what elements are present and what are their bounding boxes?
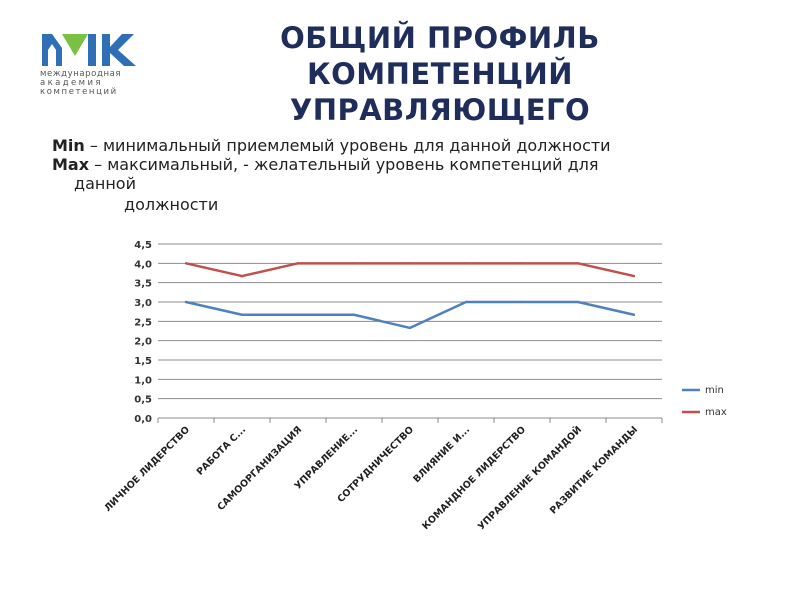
y-tick-label: 2,0 <box>134 337 152 348</box>
data-point-max <box>520 262 524 265</box>
data-point-min <box>632 313 636 316</box>
y-tick-label: 0,5 <box>134 395 152 406</box>
line-chart: 0,0 0,5 1,0 1,5 2,0 2,5 3,0 3,5 4,0 4,5 ЛИЧНОЕ ЛИД… <box>102 240 727 533</box>
x-tick-label: ВЛИЯНИЕ И... <box>411 424 472 485</box>
logo-mark-icon <box>42 34 136 66</box>
data-point-max <box>240 274 244 278</box>
data-point-min <box>520 300 524 304</box>
max-definition: Max – максимальный, - желательный уровен… <box>52 155 752 214</box>
max-text-cont1: данной <box>74 174 136 193</box>
series-line-min <box>185 300 635 330</box>
data-point-max <box>352 262 356 265</box>
data-point-min <box>352 313 356 316</box>
data-point-max <box>632 274 636 278</box>
max-text: – максимальный, - желательный уровень ко… <box>89 155 599 174</box>
x-tick-label: РАБОТА С... <box>195 424 248 477</box>
min-term: Min <box>52 136 85 155</box>
x-tick-label: КОМАНДНОЕ ЛИДЕРСТВО <box>420 424 528 532</box>
y-tick-label: 3,0 <box>134 298 152 309</box>
min-text: – минимальный приемлемый уровень для дан… <box>84 136 611 155</box>
x-tick-label: УПРАВЛЕНИЕ КОМАНДОЙ <box>475 424 584 533</box>
data-point-max <box>576 262 580 265</box>
logo: международная академия компетенций <box>40 32 150 104</box>
y-tick-label: 0,0 <box>134 414 152 425</box>
page-title: ОБЩИЙ ПРОФИЛЬ КОМПЕТЕНЦИЙ УПРАВЛЯЮЩЕГО <box>240 20 640 128</box>
logo-line-3: компетенций <box>40 87 118 97</box>
data-point-min <box>408 326 412 330</box>
definitions: Min – минимальный приемлемый уровень для… <box>52 136 752 214</box>
y-tick-label: 4,5 <box>134 240 152 251</box>
y-tick-label: 3,5 <box>134 279 152 290</box>
x-tick-label: ЛИЧНОЕ ЛИДЕРСТВО <box>102 424 192 514</box>
y-tick-label: 1,5 <box>134 356 152 367</box>
data-point-min <box>576 300 580 304</box>
data-point-min <box>464 300 468 304</box>
max-term: Max <box>52 155 90 174</box>
title-line-3: УПРАВЛЯЮЩЕГО <box>289 93 591 127</box>
min-definition: Min – минимальный приемлемый уровень для… <box>52 136 752 155</box>
chart: 0,0 0,5 1,0 1,5 2,0 2,5 3,0 3,5 4,0 4,5 ЛИЧНОЕ ЛИД… <box>0 225 800 600</box>
data-point-max <box>296 262 300 265</box>
y-tick-label: 4,0 <box>134 259 152 270</box>
title-line-2: КОМПЕТЕНЦИЙ <box>306 57 574 91</box>
y-tick-label: 2,5 <box>134 317 152 328</box>
data-point-max <box>464 262 468 265</box>
legend-label-min: min <box>705 385 724 396</box>
max-text-cont2: должности <box>124 195 219 214</box>
logo-line-2: академия <box>40 78 103 88</box>
legend-label-max: max <box>705 407 727 418</box>
title-line-1: ОБЩИЙ ПРОФИЛЬ <box>280 21 600 55</box>
y-tick-label: 1,0 <box>134 375 152 386</box>
data-point-min <box>184 300 188 304</box>
data-point-max <box>408 262 412 265</box>
logo-line-1: международная <box>40 69 122 79</box>
data-point-max <box>184 262 188 265</box>
data-point-min <box>240 313 244 316</box>
series-line-max <box>185 262 635 278</box>
data-point-min <box>296 313 300 316</box>
